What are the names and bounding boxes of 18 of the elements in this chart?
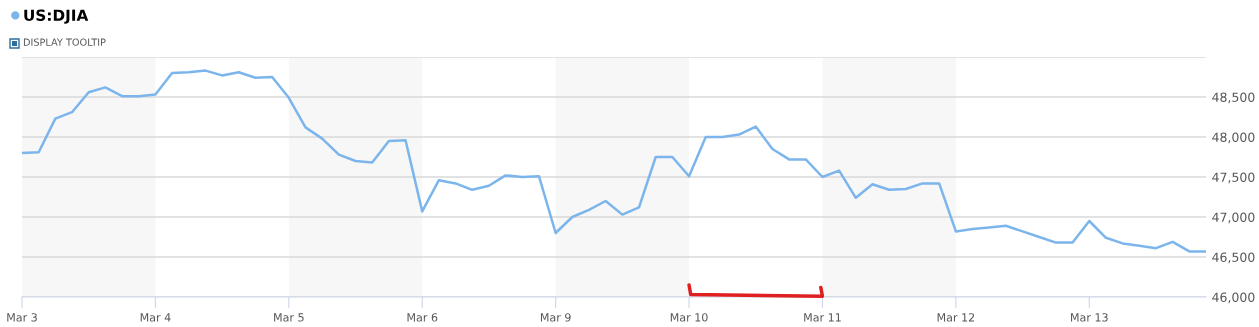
legend-label: US:DJIA [24,9,89,24]
x-tick-label: Mar 5 [274,313,304,322]
y-tick-label: 46,000 [1212,292,1255,304]
y-tick-label: 46,500 [1212,252,1255,264]
line-series [22,69,1206,253]
y-tick-label: 48,500 [1212,92,1255,104]
text: DISPLAY TOOLTIP [23,38,106,46]
x-tick-label: Mar 10 [670,313,708,322]
x-tick-label: Mar 4 [140,313,171,322]
x-tick-label: Mar 6 [407,313,438,322]
y-tick-label: 47,500 [1212,172,1255,184]
x-tick-label: Mar 13 [1071,313,1108,322]
y-tick-label: 48,000 [1212,132,1255,144]
x-tick-label: Mar 11 [804,313,841,322]
x-tick-label: Mar 3 [7,313,37,322]
x-tick-label: Mar 9 [540,313,571,322]
y-tick-label: 47,000 [1212,212,1255,224]
x-tick-label: Mar 12 [937,313,975,322]
